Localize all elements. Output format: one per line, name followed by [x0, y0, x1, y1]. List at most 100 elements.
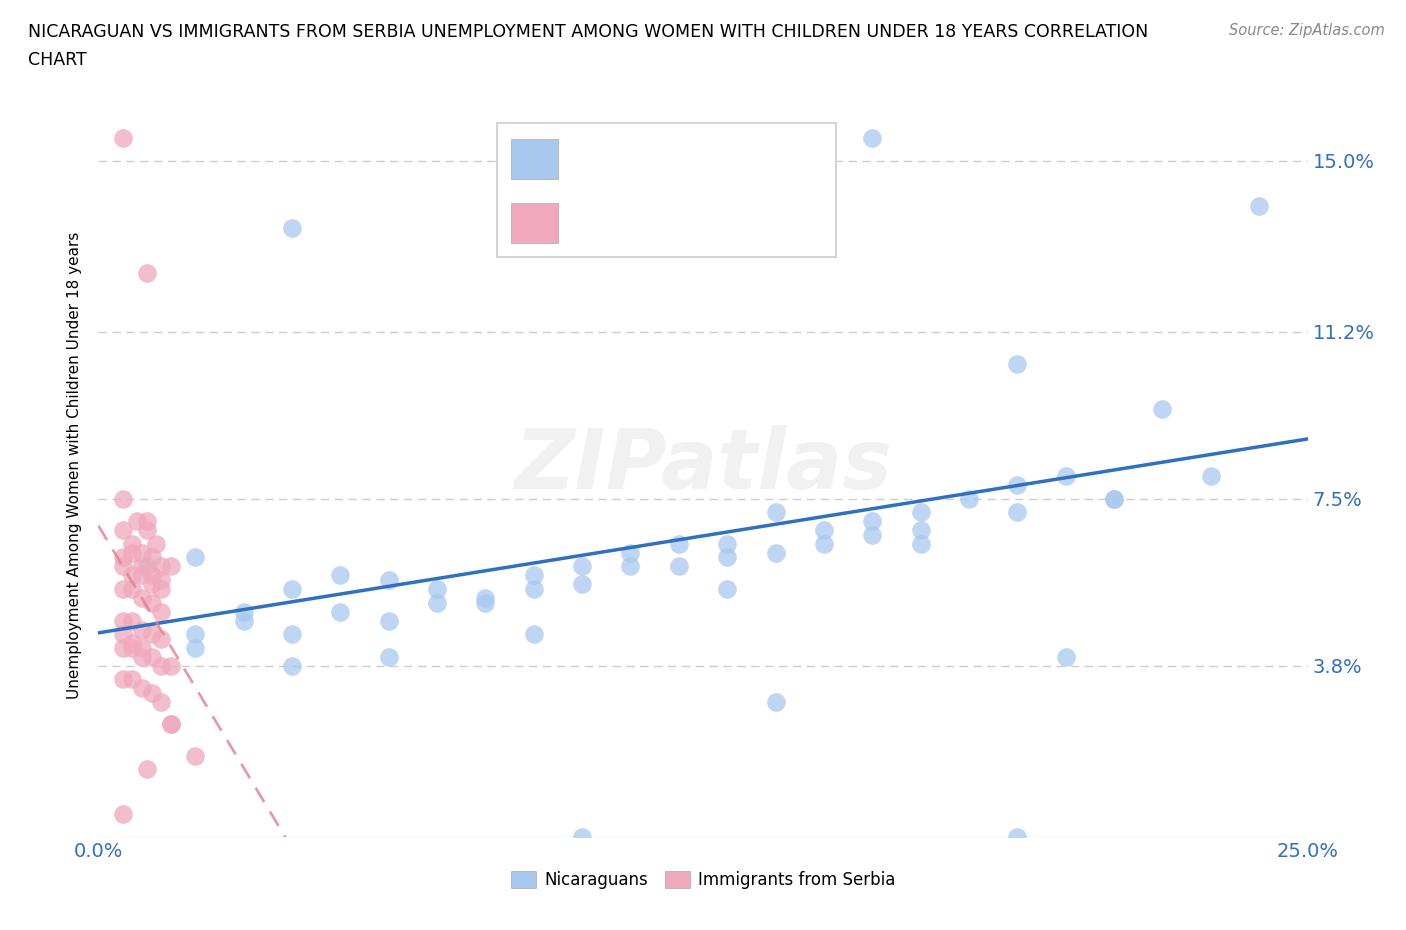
- Point: [860, 527, 883, 542]
- Point: [131, 546, 153, 561]
- Point: [668, 537, 690, 551]
- Point: [860, 514, 883, 529]
- Point: [1054, 649, 1077, 664]
- Point: [1007, 505, 1029, 520]
- Point: [111, 130, 134, 145]
- Text: ZIPatlas: ZIPatlas: [515, 424, 891, 506]
- Point: [135, 266, 157, 281]
- Point: [377, 649, 399, 664]
- Point: [716, 550, 738, 565]
- Point: [111, 550, 134, 565]
- Point: [184, 550, 207, 565]
- Point: [571, 830, 593, 844]
- Point: [160, 717, 183, 732]
- Point: [765, 695, 787, 710]
- Point: [281, 658, 304, 673]
- Point: [957, 491, 980, 506]
- Point: [474, 595, 496, 610]
- Point: [377, 573, 399, 588]
- Point: [141, 627, 163, 642]
- Point: [910, 523, 932, 538]
- Point: [135, 762, 157, 777]
- Point: [160, 559, 183, 574]
- Point: [765, 546, 787, 561]
- Point: [716, 581, 738, 596]
- Point: [135, 523, 157, 538]
- Point: [150, 631, 173, 646]
- Point: [141, 577, 163, 591]
- Point: [111, 559, 134, 574]
- Point: [910, 505, 932, 520]
- Point: [145, 537, 167, 551]
- Point: [121, 671, 143, 686]
- Point: [281, 581, 304, 596]
- Point: [281, 627, 304, 642]
- Legend: Nicaraguans, Immigrants from Serbia: Nicaraguans, Immigrants from Serbia: [505, 864, 901, 896]
- Point: [813, 523, 835, 538]
- Point: [141, 550, 163, 565]
- Point: [571, 577, 593, 591]
- Point: [1007, 356, 1029, 371]
- Point: [111, 491, 134, 506]
- Point: [377, 613, 399, 628]
- Point: [329, 604, 352, 619]
- Point: [910, 537, 932, 551]
- Point: [121, 613, 143, 628]
- Point: [1007, 478, 1029, 493]
- Point: [141, 595, 163, 610]
- Point: [131, 559, 153, 574]
- Point: [329, 568, 352, 583]
- Point: [160, 717, 183, 732]
- Point: [232, 604, 254, 619]
- Point: [127, 514, 149, 529]
- Point: [150, 559, 173, 574]
- Point: [813, 537, 835, 551]
- Point: [121, 546, 143, 561]
- Point: [111, 671, 134, 686]
- Point: [131, 622, 153, 637]
- Point: [160, 658, 183, 673]
- Point: [150, 658, 173, 673]
- Point: [523, 627, 546, 642]
- Point: [571, 559, 593, 574]
- Point: [765, 505, 787, 520]
- Point: [184, 627, 207, 642]
- Point: [150, 695, 173, 710]
- Point: [111, 613, 134, 628]
- Point: [1054, 469, 1077, 484]
- Point: [131, 640, 153, 655]
- Point: [121, 636, 143, 651]
- Point: [1249, 198, 1271, 213]
- Point: [111, 523, 134, 538]
- Point: [111, 807, 134, 822]
- Text: Source: ZipAtlas.com: Source: ZipAtlas.com: [1229, 23, 1385, 38]
- Y-axis label: Unemployment Among Women with Children Under 18 years: Unemployment Among Women with Children U…: [67, 232, 83, 698]
- Point: [150, 573, 173, 588]
- Point: [474, 591, 496, 605]
- Text: CHART: CHART: [28, 51, 87, 69]
- Point: [150, 604, 173, 619]
- Point: [131, 568, 153, 583]
- Point: [1199, 469, 1222, 484]
- Point: [141, 685, 163, 700]
- Point: [150, 581, 173, 596]
- Point: [1007, 830, 1029, 844]
- Point: [135, 514, 157, 529]
- Point: [860, 130, 883, 145]
- Point: [1152, 401, 1174, 416]
- Point: [141, 649, 163, 664]
- Point: [121, 640, 143, 655]
- Point: [426, 581, 449, 596]
- Point: [131, 649, 153, 664]
- Point: [121, 568, 143, 583]
- Point: [619, 559, 641, 574]
- Point: [523, 581, 546, 596]
- Point: [232, 613, 254, 628]
- Point: [668, 559, 690, 574]
- Point: [121, 537, 143, 551]
- Point: [111, 640, 134, 655]
- Point: [111, 581, 134, 596]
- Point: [619, 546, 641, 561]
- Point: [184, 749, 207, 764]
- Point: [1102, 491, 1125, 506]
